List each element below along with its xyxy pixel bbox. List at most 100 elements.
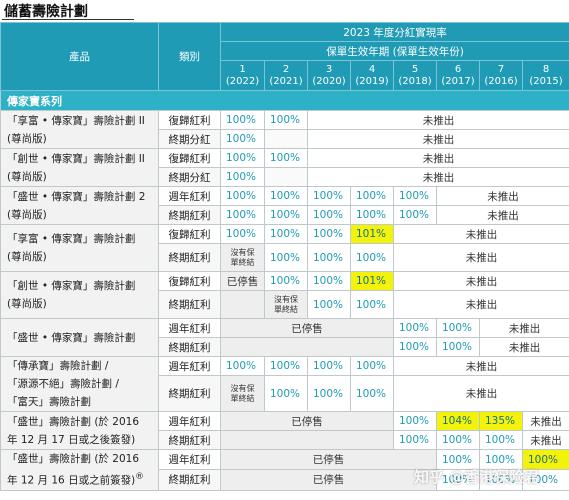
rate-cell: 100% xyxy=(264,375,308,412)
rate-cell: 100% xyxy=(436,430,480,450)
series-title: 傳家寶系列 xyxy=(0,90,569,111)
rate-cell: 100% xyxy=(436,448,480,471)
rate-cell: 100% xyxy=(220,110,265,130)
header-year-3: 3 (2020) xyxy=(307,60,351,91)
category-cell: 終期紅利 xyxy=(158,290,221,319)
rate-cell: 100% xyxy=(350,375,394,412)
rate-cell: 100% xyxy=(220,356,265,376)
category-cell: 復歸紅利 xyxy=(158,224,221,244)
category-cell: 終期分紅 xyxy=(158,129,221,149)
status-cell: 已停售 xyxy=(220,448,437,471)
rate-cell: 100% xyxy=(436,337,480,357)
table-row: 「創世 • 傳家寶」壽險計劃 II (尊尚版) 復歸紅利 100% 100% 未推… xyxy=(0,148,569,187)
header-year-4: 4 (2019) xyxy=(350,60,394,91)
category-cell: 終期分紅 xyxy=(158,167,221,187)
status-cell: 未推出 xyxy=(435,186,569,206)
header-year-6: 6 (2017) xyxy=(436,60,480,91)
rate-cell: 100% xyxy=(307,271,351,291)
header-product: 產品 xyxy=(0,22,159,91)
status-cell: 未推出 xyxy=(392,375,569,412)
product-name: 「享富 • 傳家寶」壽險計劃 II (尊尚版) xyxy=(0,110,159,149)
rate-cell: 100% xyxy=(264,356,308,376)
table-row: 終期紅利 沒有保 單終結 100% 100% 100% 未推出 xyxy=(1,243,569,272)
table-row: 終期紅利 沒有保 單終結 100% 100% 100% 未推出 xyxy=(1,375,569,412)
header-policy-year: 保單生效年期 (保單生效年份) xyxy=(219,41,569,61)
product-name: 「創世 • 傳家寶」壽險計劃 (尊尚版) xyxy=(0,271,159,319)
footnote-mark: ® xyxy=(135,472,144,482)
rate-cell: 100% xyxy=(436,469,480,491)
header-realization: 2023 年度分紅實現率 xyxy=(219,22,569,42)
status-cell: 未推出 xyxy=(478,337,569,357)
rate-cell: 100% xyxy=(307,205,351,225)
table-row: 「享富 • 傳家寶」壽險計劃 (尊尚版) 復歸紅利 100% 100% 100% … xyxy=(0,224,569,272)
rate-cell-highlight: 104% xyxy=(436,411,480,431)
rate-cell: 100% xyxy=(307,186,351,206)
status-cell: 未推出 xyxy=(478,318,569,338)
status-cell: 未推出 xyxy=(392,224,569,244)
rate-cell-highlight: 101% xyxy=(350,271,394,291)
rate-cell: 100% xyxy=(393,205,437,225)
rate-cell: 100% xyxy=(307,290,351,319)
rate-cell: 100% xyxy=(350,186,394,206)
status-cell: 未推出 xyxy=(306,129,569,149)
rate-cell-highlight: 101% xyxy=(350,224,394,244)
status-cell: 未推出 xyxy=(435,205,569,225)
category-cell: 終期紅利 xyxy=(158,469,221,491)
category-cell: 週年紅利 xyxy=(158,411,221,431)
product-name: 「享富 • 傳家寶」壽險計劃 (尊尚版) xyxy=(0,224,159,272)
rate-cell: 100% xyxy=(264,110,308,130)
rate-cell: 100% xyxy=(521,469,569,491)
rate-cell: 100% xyxy=(220,129,265,149)
product-name: 「盛世」壽險計劃 (於 2016 年 12 月 16 日或之前簽發)® xyxy=(0,449,159,491)
rate-cell: 100% xyxy=(264,271,308,291)
header-year-5: 5 (2018) xyxy=(393,60,437,91)
table-row: 「盛世 • 傳家寶」壽險計劃 2 (尊尚版) 週年紅利 100% 100% 100… xyxy=(0,186,569,225)
rate-cell: 100% xyxy=(264,148,308,168)
table-row: 「盛世」壽險計劃 (於 2016 年 12 月 17 日或之後簽發) 週年紅利 已… xyxy=(0,411,569,450)
status-cell: 已停售 xyxy=(220,411,394,431)
rate-cell: 100% xyxy=(220,205,265,225)
page-title: 儲蓄壽險計劃 xyxy=(4,4,88,20)
empty-cell xyxy=(264,129,308,149)
status-cell: 未推出 xyxy=(306,167,569,187)
status-cell: 未推出 xyxy=(392,356,569,376)
rate-cell: 100% xyxy=(307,375,351,412)
no-maturity-cell: 沒有保 單終結 xyxy=(264,290,308,319)
rate-cell: 100% xyxy=(307,356,351,376)
dividend-table: 產品 類別 2023 年度分紅實現率 保單生效年期 (保單生效年份) 1 (202… xyxy=(0,22,569,491)
status-cell: 已停售 xyxy=(220,469,437,491)
header-year-2: 2 (2021) xyxy=(264,60,308,91)
rate-cell: 100% xyxy=(220,167,265,187)
rate-cell: 100% xyxy=(220,148,265,168)
rate-cell: 100% xyxy=(307,243,351,272)
header-category: 類別 xyxy=(158,22,221,91)
product-name: 「盛世 • 傳家寶」壽險計劃 2 (尊尚版) xyxy=(0,186,159,225)
rate-cell: 100% xyxy=(307,224,351,244)
empty-cell xyxy=(220,337,394,357)
rate-cell: 100% xyxy=(393,318,437,338)
product-name: 「盛世」壽險計劃 (於 2016 年 12 月 17 日或之後簽發) xyxy=(0,411,159,450)
category-cell: 終期紅利 xyxy=(158,430,221,450)
category-cell: 終期紅利 xyxy=(158,337,221,357)
rate-cell: 100% xyxy=(479,448,523,471)
product-name: 「創世 • 傳家寶」壽險計劃 II (尊尚版) xyxy=(0,148,159,187)
table-row: 「創世 • 傳家寶」壽險計劃 (尊尚版) 復歸紅利 已停售 100% 100% 1… xyxy=(0,271,569,319)
rate-cell: 100% xyxy=(393,430,437,450)
product-name: 「傳承寶」壽險計劃 / 「源源不絕」壽險計劃 / 「富天」壽險計劃 xyxy=(0,356,159,412)
category-cell: 復歸紅利 xyxy=(158,148,221,168)
category-cell: 復歸紅利 xyxy=(158,271,221,291)
rate-cell: 100% xyxy=(264,243,308,272)
watermark: 知乎 @香港保险君 xyxy=(414,468,540,486)
rate-cell: 100% xyxy=(393,411,437,431)
rate-cell: 100% xyxy=(350,290,394,319)
status-cell: 未推出 xyxy=(392,271,569,291)
category-cell: 終期紅利 xyxy=(158,243,221,272)
status-cell: 未推出 xyxy=(306,110,569,130)
table-row: 「盛世 • 傳家寶」壽險計劃 週年紅利 已停售 100% 100% 未推出 xyxy=(0,318,569,357)
header-year-1: 1 (2022) xyxy=(220,60,265,91)
rate-cell: 100% xyxy=(220,224,265,244)
rate-cell: 100% xyxy=(436,318,480,338)
rate-cell: 100% xyxy=(393,337,437,357)
rate-cell-highlight: 100% xyxy=(521,448,569,471)
empty-cell xyxy=(264,167,308,187)
